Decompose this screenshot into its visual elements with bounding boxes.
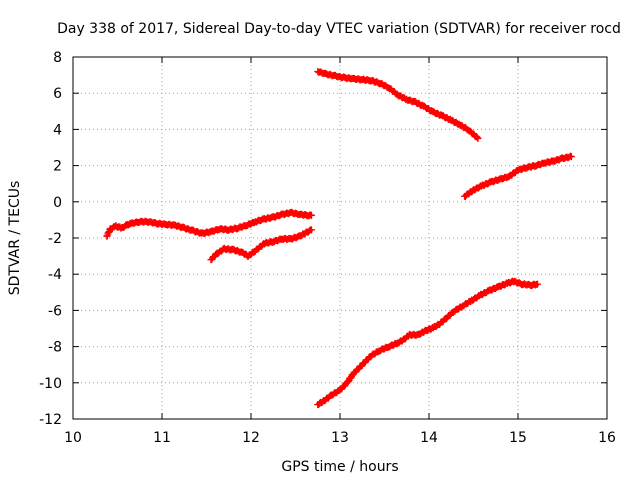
series-track-a [103,208,316,240]
y-tick-label: 8 [53,50,62,66]
y-tick-label: -8 [48,340,62,356]
series-track-d [461,152,575,200]
y-tick-label: -12 [39,412,62,428]
y-tick-label: 2 [53,159,62,175]
y-tick-label: -2 [48,231,62,247]
x-tick-label: 13 [331,430,349,446]
data-point-marker [474,134,482,142]
y-tick-label: -10 [39,376,62,392]
data-point-marker [473,133,481,141]
y-axis-label: SDTVAR / TECUs [7,181,23,296]
x-tick-label: 10 [64,430,82,446]
data-point-marker [534,280,542,288]
x-tick-label: 16 [598,430,616,446]
y-tick-label: 4 [53,122,62,138]
grid-layer [73,57,607,419]
plot-frame [72,56,608,420]
x-tick-labels: 10 11 12 13 14 15 16 [64,430,616,446]
y-tick-label: -6 [48,303,62,319]
chart-title: Day 338 of 2017, Sidereal Day-to-day VTE… [57,21,621,37]
data-point-marker [567,153,575,161]
y-tick-label: -4 [48,267,62,283]
series-track-c [314,67,482,142]
data-point-marker [308,211,316,219]
y-tick-labels: -12 -10 -8 -6 -4 -2 0 2 4 6 8 [39,50,62,428]
y-tick-label: 6 [53,86,62,102]
x-tick-label: 12 [242,430,260,446]
x-axis-label: GPS time / hours [281,459,398,475]
series-track-e [314,277,542,409]
x-tick-label: 14 [420,430,438,446]
series-track-b [207,226,316,264]
data-series-layer [103,67,575,409]
data-point-marker [308,226,316,234]
y-tick-label: 0 [53,195,62,211]
x-tick-label: 15 [509,430,527,446]
x-tick-label: 11 [153,430,171,446]
